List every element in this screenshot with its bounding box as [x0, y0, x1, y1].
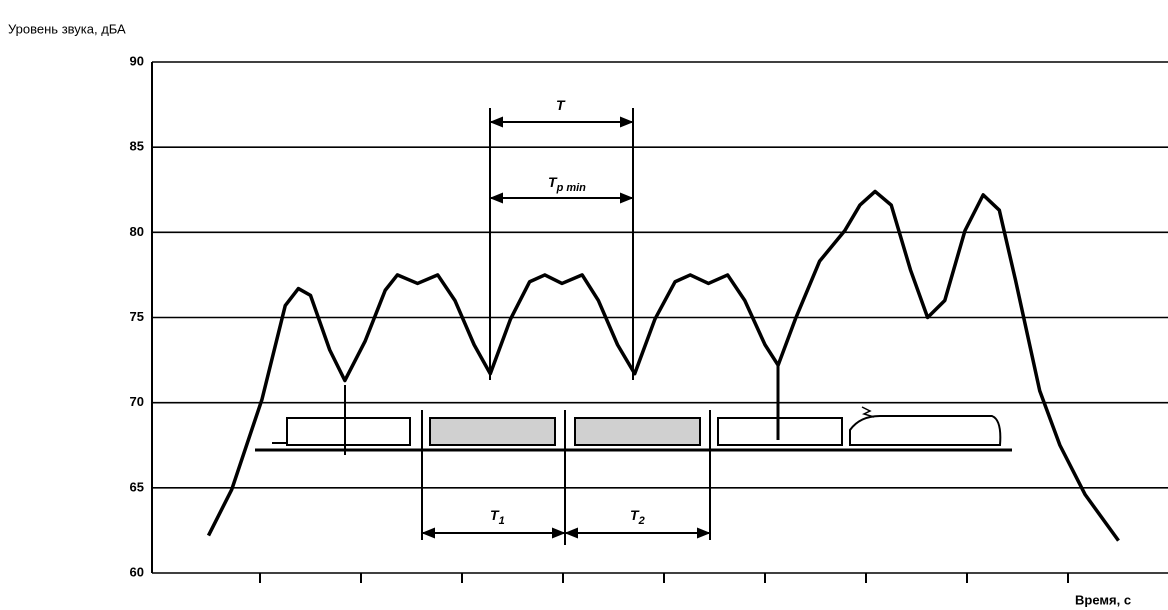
y-tick-label: 75 [130, 309, 144, 324]
annotation-text: T [630, 507, 640, 523]
y-tick-label: 65 [130, 479, 144, 494]
annotation: Tp min [548, 174, 586, 194]
x-axis-label: Время, с [1075, 592, 1131, 607]
y-tick-label: 80 [130, 224, 144, 239]
sound-level-curve [206, 189, 1120, 542]
annotation: T1 [490, 507, 505, 527]
train [255, 406, 1012, 452]
annotation-lines [344, 108, 780, 545]
y-tick-label: 70 [130, 394, 144, 409]
annotation-text: T [556, 97, 566, 113]
annotation-sub: 2 [638, 515, 645, 527]
annotation-text: T [548, 174, 558, 190]
y-axis-label: Уровень звука, дБА [8, 21, 126, 36]
annotation-sub: 1 [499, 515, 505, 527]
y-tick-label: 90 [130, 53, 144, 68]
annotation: T2 [630, 507, 645, 527]
annotation-sub: p min [556, 182, 587, 194]
y-tick-label: 60 [130, 564, 144, 579]
y-tick-label: 85 [130, 139, 144, 154]
annotation: T [556, 97, 566, 113]
annotation-text: T [490, 507, 500, 523]
